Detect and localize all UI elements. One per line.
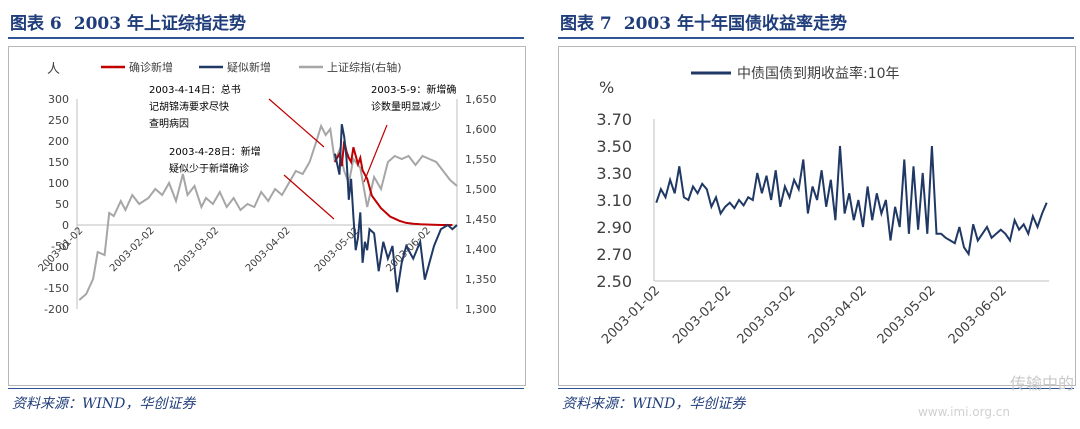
y-tick-label: 200	[48, 135, 69, 148]
annotation-text: 2003-4-28日：新增疑似少于新增确诊	[169, 145, 261, 175]
x-tick-label: 2003-03-02	[735, 283, 799, 347]
y-tick-label: 50	[55, 198, 69, 211]
suspected-line	[333, 124, 458, 293]
y2-tick-label: 1,300	[465, 303, 497, 316]
y-tick-label: 100	[48, 177, 69, 190]
yield-line	[655, 145, 1048, 257]
confirmed-line	[334, 140, 453, 226]
left-panel: 图表 6 2003 年上证综指走势 300 250 200 150 100 50 0 -50 -1…	[0, 0, 530, 429]
x-tick-label: 2003-04-02	[244, 225, 293, 274]
y-tick-label: 2.50	[596, 272, 632, 291]
y-tick-label: -150	[44, 282, 69, 295]
left-chart-frame: 300 250 200 150 100 50 0 -50 -100 -150 -200 1,650 1,…	[8, 46, 526, 386]
y-axis-label: 人	[47, 62, 60, 77]
legend-label: 上证综指(右轴)	[327, 60, 402, 74]
x-tick-label: 2003-03-02	[172, 225, 221, 274]
watermark: 传输中的	[1009, 374, 1074, 393]
y2-tick-label: 1,550	[465, 153, 497, 166]
right-figure-title: 图表 7 2003 年十年国债收益率走势	[560, 9, 859, 34]
left-figure-title: 图表 6 2003 年上证综指走势	[10, 9, 258, 34]
annotation-arrow	[363, 124, 388, 183]
right-chart: 3.703.503.303.102.902.702.50%2003-01-02 2…	[596, 65, 1049, 347]
annotation-text: 2003-5-9：新增确诊数量明显减少	[371, 83, 456, 113]
y2-tick-label: 1,600	[465, 123, 497, 136]
y-tick-label: -100	[44, 261, 69, 274]
left-source-rule	[8, 388, 524, 389]
y-tick-label: -200	[44, 303, 69, 316]
right-source-rule	[558, 388, 1074, 389]
y-tick-label: 300	[48, 93, 69, 106]
left-source: 资料来源：WIND，华创证券	[12, 396, 196, 412]
y2-tick-label: 1,350	[465, 273, 497, 286]
x-tick-label: 2003-01-02	[599, 283, 663, 347]
y-tick-label: 2.90	[596, 218, 632, 237]
watermark-url: www.imi.org.cn	[917, 405, 1010, 419]
right-title-text: 2003 年十年国债收益率走势	[623, 14, 847, 34]
y-tick-label: 3.10	[596, 191, 632, 210]
y-tick-label: 150	[48, 156, 69, 169]
x-tick-label: 2003-02-02	[670, 283, 734, 347]
left-title-rule	[8, 37, 524, 39]
annotation-arrow	[268, 98, 325, 148]
y2-tick-label: 1,450	[465, 213, 497, 226]
y-tick-label: 3.50	[596, 137, 632, 156]
legend-label: 确诊新增	[129, 60, 173, 74]
x-tick-label: 2003-02-02	[108, 225, 157, 274]
y2-tick-label: 1,650	[465, 93, 497, 106]
legend-label: 中债国债到期收益率:10年	[737, 65, 900, 82]
left-figure-label: 图表 6	[10, 14, 62, 34]
annotation-text: 2003-4-14日：总书记胡锦涛要求尽快查明病因	[149, 83, 241, 130]
index-line	[78, 123, 458, 301]
y2-tick-label: 1,400	[465, 243, 497, 256]
y2-tick-label: 1,500	[465, 183, 497, 196]
left-chart: 300 250 200 150 100 50 0 -50 -100 -150 -200 1,650 1,…	[37, 60, 497, 316]
right-chart-frame: 3.70 3.50 3.30 3.10 2.90 2.70 2.50% 2003-01-02 2…	[558, 46, 1076, 386]
x-tick-label: 2003-06-02	[946, 283, 1010, 347]
y-axis-label: %	[599, 78, 614, 97]
legend-label: 疑似新增	[227, 60, 271, 74]
y-tick-label: 2.70	[596, 245, 632, 264]
left-title-text: 2003 年上证综指走势	[73, 14, 246, 34]
right-figure-label: 图表 7	[560, 14, 612, 34]
y-tick-label: 0	[62, 219, 69, 232]
right-title-rule	[558, 37, 1074, 39]
y-tick-label: 250	[48, 114, 69, 127]
x-tick-label: 2003-04-02	[806, 283, 870, 347]
right-source: 资料来源：WIND，华创证券	[562, 396, 746, 412]
right-panel: 图表 7 2003 年十年国债收益率走势 3.70 3.50 3.30 3.10 2.90…	[550, 0, 1080, 429]
y-tick-label: 3.30	[596, 164, 632, 183]
annotation-arrow	[283, 174, 335, 220]
y-tick-label: -50	[51, 240, 69, 253]
y-tick-label: 3.70	[596, 110, 632, 129]
x-tick-label: 2003-05-02	[875, 283, 939, 347]
